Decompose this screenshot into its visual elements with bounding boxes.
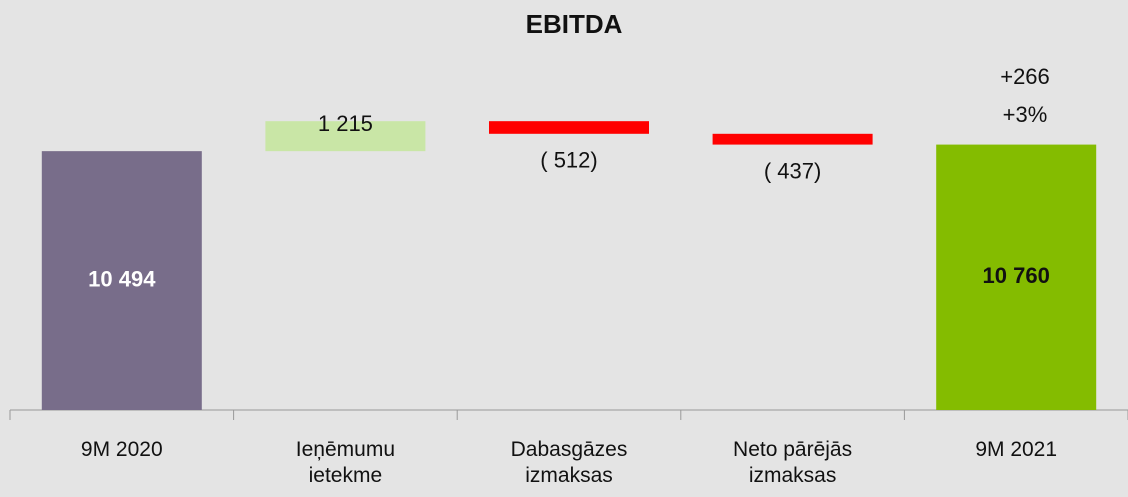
value-label: 1 215 <box>318 111 373 136</box>
bar <box>265 121 426 152</box>
bar <box>489 121 649 134</box>
chart-title: EBITDA <box>526 9 623 39</box>
value-label: 10 494 <box>88 266 156 291</box>
annotation: +266 <box>1000 64 1050 89</box>
bar <box>41 151 202 410</box>
annotation: +3% <box>1003 102 1048 127</box>
value-label: ( 437) <box>764 158 821 183</box>
bar <box>936 144 1097 410</box>
x-tick-label: Neto pārējās izmaksas <box>733 438 853 487</box>
x-tick-label: Dabasgāzes izmaksas <box>510 438 628 487</box>
value-label: ( 512) <box>540 148 597 173</box>
bar <box>712 133 873 145</box>
x-tick-label: 9M 2020 <box>80 438 163 461</box>
x-tick-label: 9M 2021 <box>975 438 1058 461</box>
value-label: 10 760 <box>983 263 1050 288</box>
x-tick-label: Ieņēmumu ietekme <box>295 438 395 487</box>
